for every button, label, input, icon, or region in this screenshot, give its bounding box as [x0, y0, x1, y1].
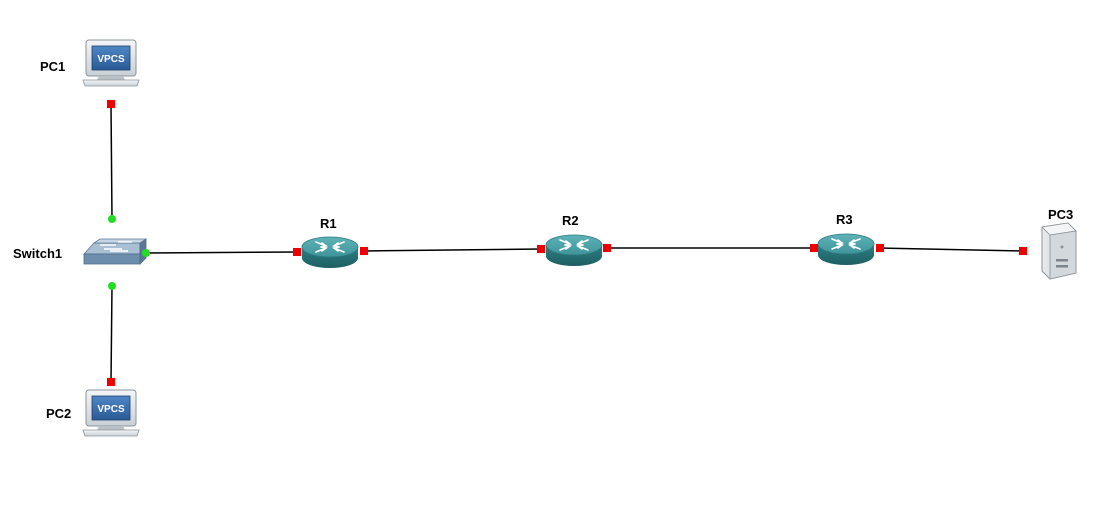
- r2-label: R2: [562, 213, 579, 228]
- switch1-label: Switch1: [13, 246, 62, 261]
- node-r1[interactable]: [301, 236, 359, 269]
- port-pc3: [1019, 247, 1027, 255]
- link-switch1-r1[interactable]: [145, 251, 298, 254]
- port-r1-right: [360, 247, 368, 255]
- port-switch1-r1: [142, 249, 150, 257]
- pc1-label: PC1: [40, 59, 65, 74]
- node-pc2[interactable]: VPCS: [82, 389, 140, 437]
- port-r1-left: [293, 248, 301, 256]
- server-tower-icon: [1041, 222, 1077, 280]
- pc1-screen-text: VPCS: [97, 54, 125, 65]
- port-indicators: [107, 100, 1027, 386]
- switch-icon: [83, 238, 147, 265]
- router-icon: [545, 234, 603, 267]
- port-r2-right: [603, 244, 611, 252]
- port-r3-left: [810, 244, 818, 252]
- port-r3-right: [876, 244, 884, 252]
- node-r2[interactable]: [545, 234, 603, 267]
- pc3-label: PC3: [1048, 207, 1073, 222]
- port-r2-left: [537, 245, 545, 253]
- pc2-screen-text: VPCS: [97, 404, 125, 415]
- port-pc1: [107, 100, 115, 108]
- link-r3-pc3[interactable]: [879, 247, 1024, 252]
- node-r3[interactable]: [817, 233, 875, 266]
- link-pc1-switch1[interactable]: [110, 103, 113, 220]
- node-switch1[interactable]: [83, 238, 147, 265]
- link-pc2-switch1[interactable]: [110, 285, 113, 383]
- r3-label: R3: [836, 212, 853, 227]
- node-pc3[interactable]: [1041, 222, 1077, 280]
- port-switch1-pc1: [108, 215, 116, 223]
- link-r1-r2[interactable]: [363, 248, 542, 252]
- node-pc1[interactable]: VPCS: [82, 39, 140, 87]
- pc2-label: PC2: [46, 406, 71, 421]
- port-switch1-pc2: [108, 282, 116, 290]
- router-icon: [817, 233, 875, 266]
- r1-label: R1: [320, 216, 337, 231]
- port-pc2: [107, 378, 115, 386]
- router-icon: [301, 236, 359, 269]
- links-layer: [110, 103, 1024, 383]
